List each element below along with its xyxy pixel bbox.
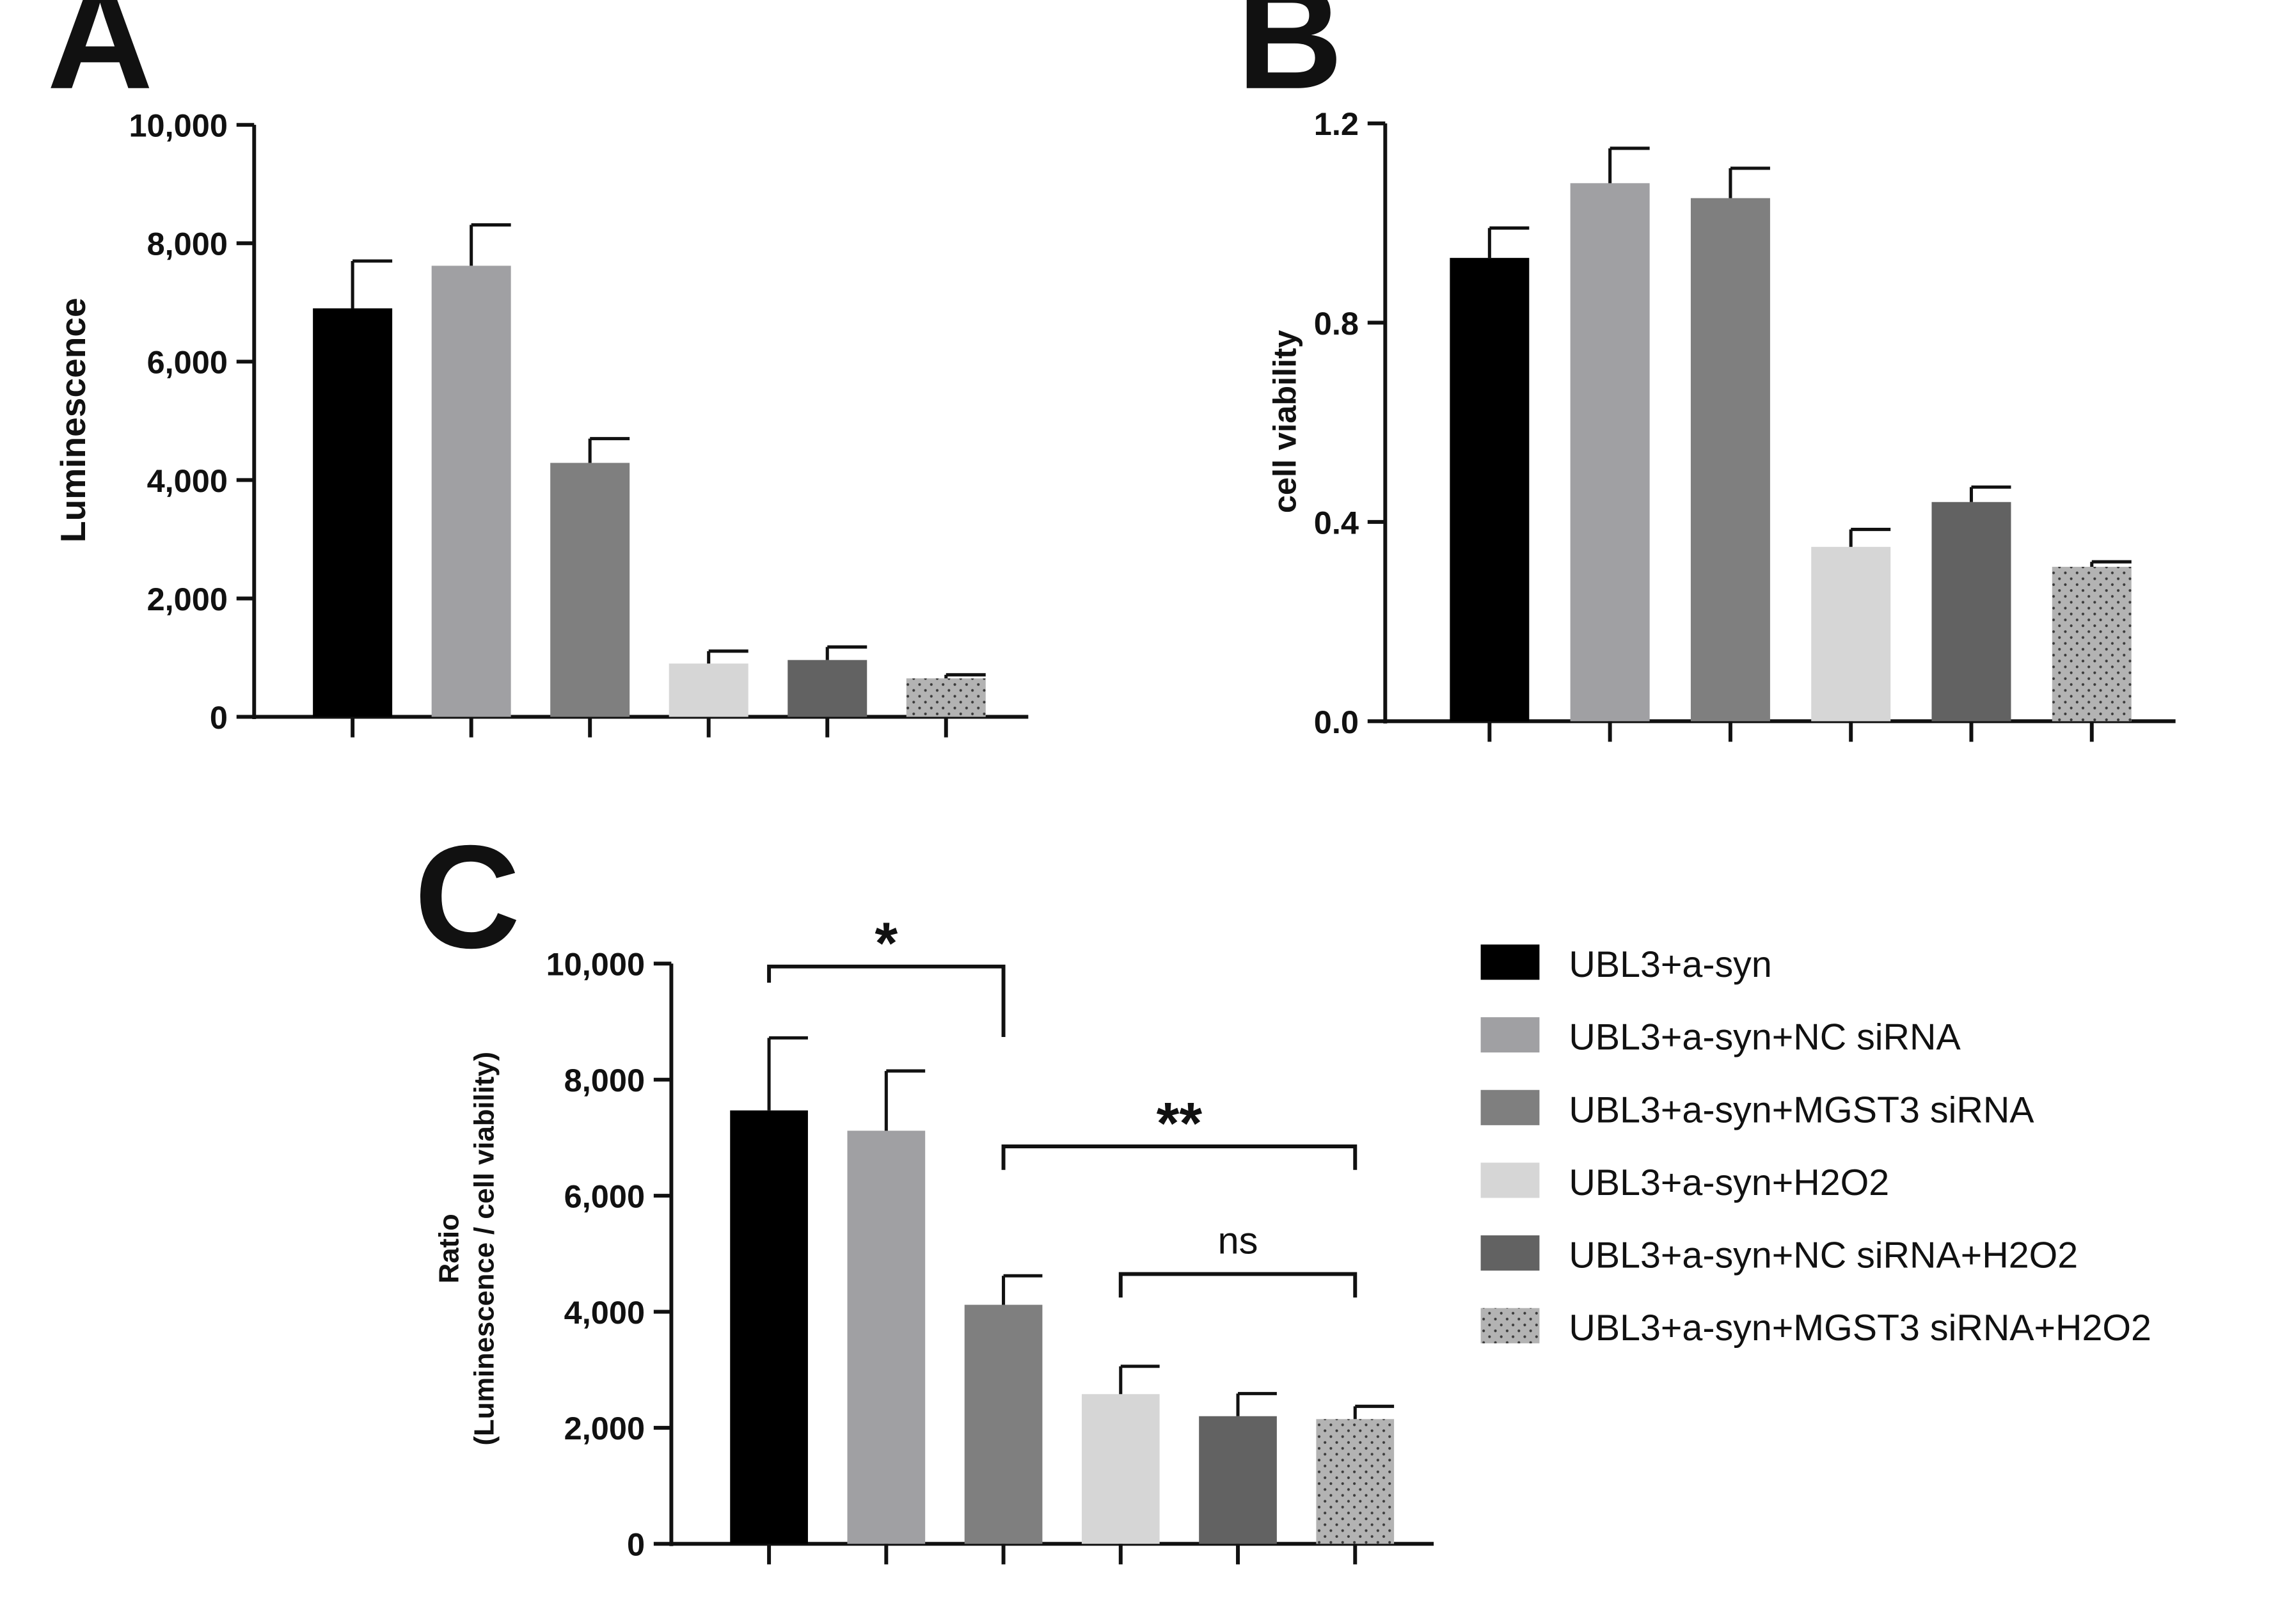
y-tick-label: 4,000 — [564, 1294, 645, 1331]
significance-bracket — [1118, 1272, 1358, 1298]
bar — [964, 1304, 1043, 1544]
legend-swatch — [1480, 1235, 1540, 1271]
legend-swatch — [1480, 1162, 1540, 1198]
significance-bracket — [767, 964, 1006, 1038]
chart-panel-c: 0 2,000 4,000 6,000 8,000 10,000 Ratio (Lumines… — [434, 911, 1434, 1565]
y-tick-label: 0 — [627, 1526, 645, 1563]
y-tick-label: 6,000 — [564, 1178, 645, 1214]
legend-label: UBL3+a-syn — [1569, 944, 1771, 985]
bar — [669, 663, 748, 717]
y-tick-label: 0.8 — [1314, 305, 1359, 342]
y-tick-label: 1.2 — [1314, 106, 1359, 142]
bar — [550, 463, 630, 717]
y-tick-label: 10,000 — [546, 946, 645, 983]
y-tick-label: 2,000 — [564, 1410, 645, 1446]
y-tick-label: 0.4 — [1314, 504, 1359, 541]
chart-panel-a: 0 2,000 4,000 6,000 8,000 10,000 Luminescence — [53, 107, 1029, 738]
bar — [1450, 258, 1530, 722]
legend-label: UBL3+a-syn+H2O2 — [1569, 1162, 1889, 1203]
y-axis-title-line1: Ratio — [434, 1214, 464, 1283]
y-axis-title: Luminescence — [53, 297, 93, 542]
y-tick-label: 6,000 — [147, 344, 228, 381]
legend-swatch — [1480, 1017, 1540, 1053]
y-tick-label: 2,000 — [147, 581, 228, 617]
legend-label: UBL3+a-syn+NC siRNA+H2O2 — [1569, 1235, 2078, 1276]
panel-label-b: B — [1237, 0, 1343, 120]
bar — [1570, 183, 1650, 722]
bar — [1199, 1416, 1277, 1544]
legend-label: UBL3+a-syn+MGST3 siRNA+H2O2 — [1569, 1308, 2151, 1349]
y-tick-label: 10,000 — [129, 107, 227, 144]
bar — [1811, 546, 1891, 722]
y-tick-label: 8,000 — [564, 1062, 645, 1098]
significance-label: ** — [1157, 1091, 1203, 1156]
bar — [906, 678, 986, 717]
bar — [431, 265, 511, 717]
chart-panel-b: 0.0 0.4 0.8 1.2 cell viability — [1266, 106, 2176, 742]
y-tick-label: 4,000 — [147, 463, 228, 499]
bar — [1316, 1419, 1395, 1544]
panel-label-c: C — [415, 814, 521, 979]
y-tick-label: 0.0 — [1314, 704, 1359, 740]
significance-bracket — [1001, 1144, 1358, 1170]
legend-swatch — [1480, 1089, 1540, 1125]
bar — [2052, 566, 2132, 722]
bar — [1931, 502, 2011, 722]
y-tick-label: 0 — [210, 699, 228, 736]
y-axis-title-line2: (Luminescence / cell viability) — [470, 1052, 500, 1446]
legend: UBL3+a-syn UBL3+a-syn+NC siRNA UBL3+a-syn+… — [1480, 944, 2151, 1349]
legend-label: UBL3+a-syn+MGST3 siRNA — [1569, 1089, 2034, 1130]
bar — [1690, 198, 1770, 722]
bar — [1081, 1394, 1160, 1544]
legend-swatch — [1480, 944, 1540, 980]
bar — [730, 1110, 808, 1544]
bar — [788, 660, 867, 717]
legend-label: UBL3+a-syn+NC siRNA — [1569, 1017, 1961, 1058]
bar — [313, 308, 393, 717]
panel-label-a: A — [47, 0, 154, 120]
significance-label: * — [875, 911, 898, 976]
legend-swatch — [1480, 1308, 1540, 1343]
y-axis-title: cell viability — [1266, 330, 1302, 513]
y-tick-label: 8,000 — [147, 226, 228, 262]
significance-label: ns — [1218, 1219, 1258, 1262]
bar — [847, 1130, 926, 1544]
